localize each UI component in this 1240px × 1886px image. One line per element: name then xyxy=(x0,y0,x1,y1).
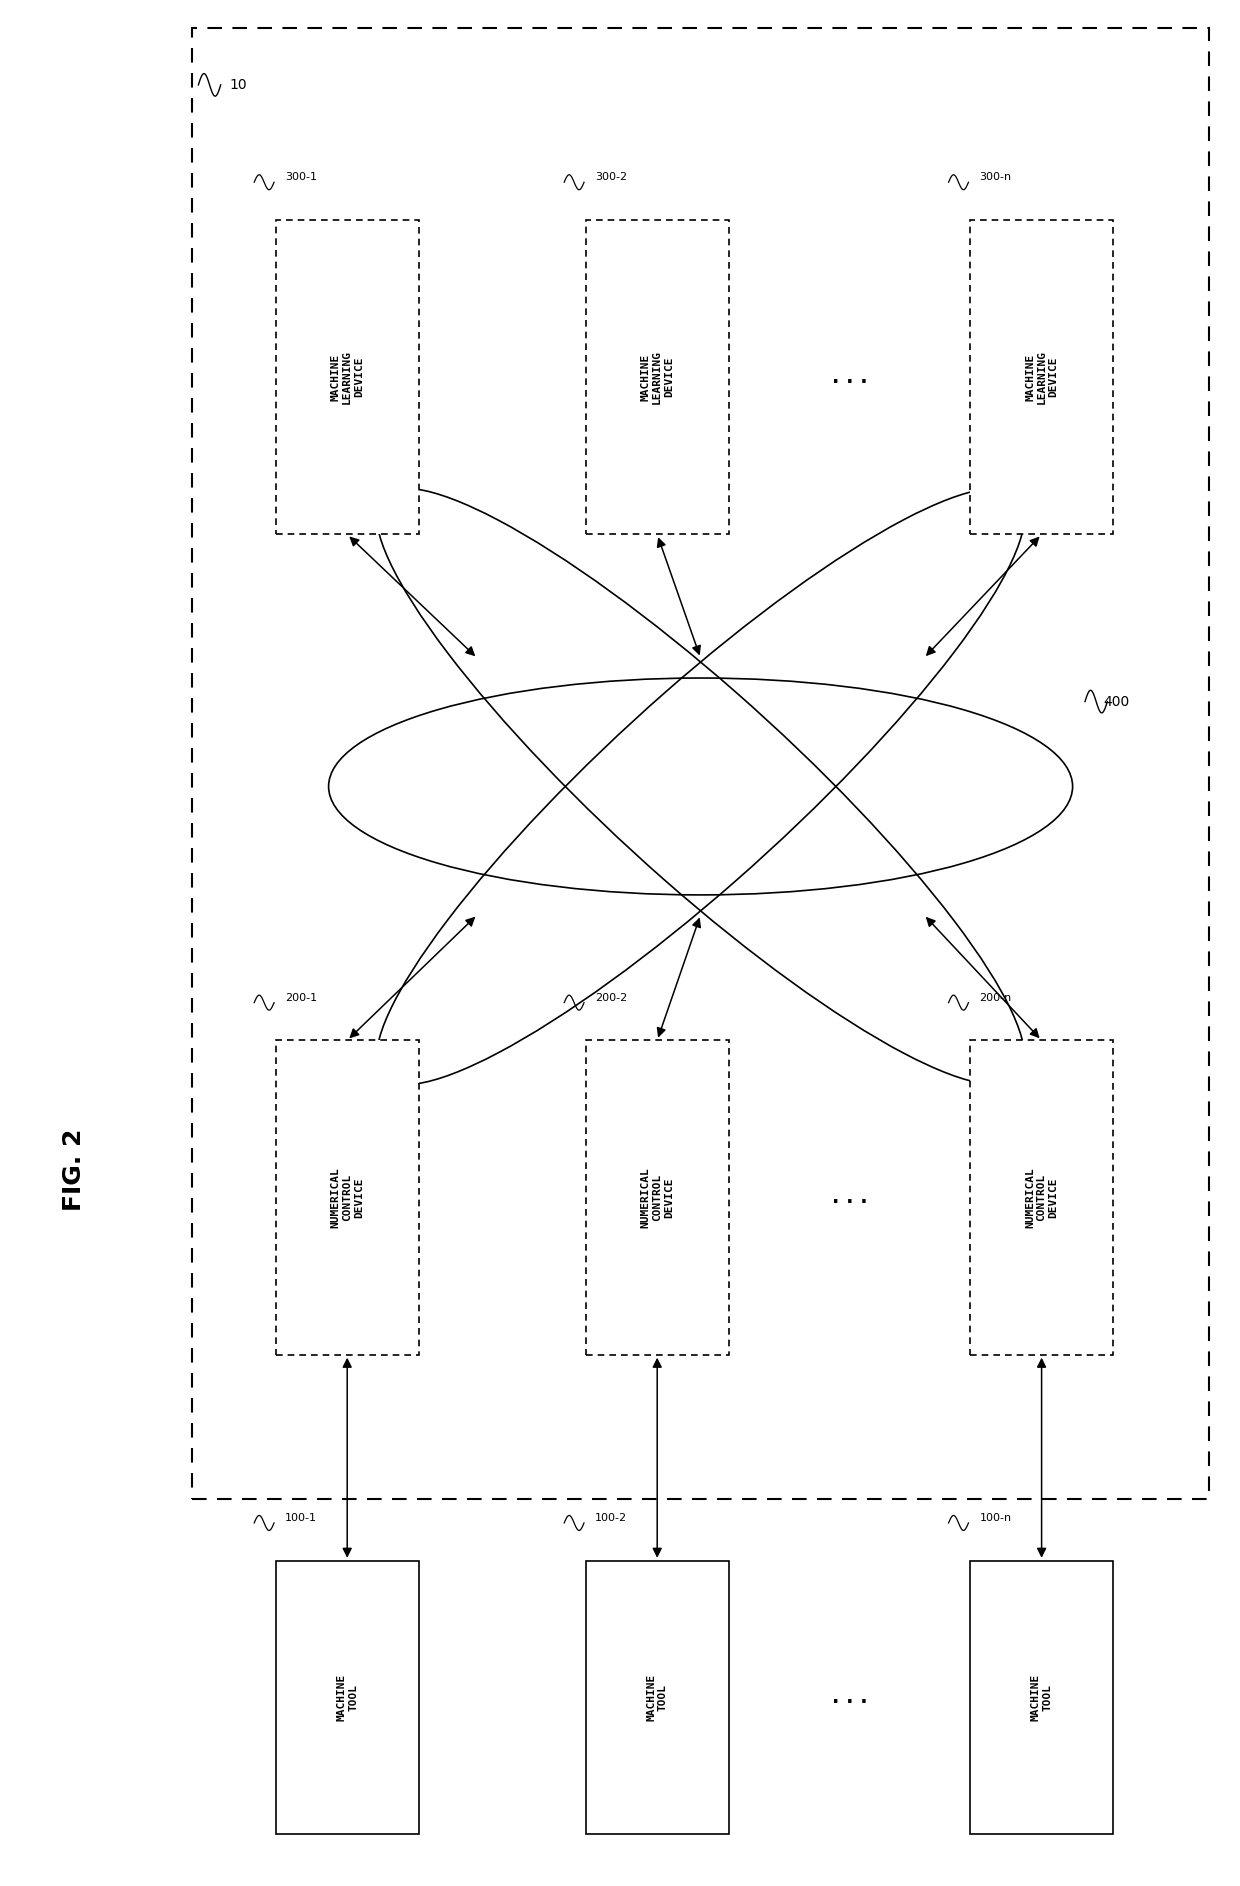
Bar xyxy=(192,28,1209,1499)
Bar xyxy=(970,1562,1112,1833)
Text: 100-2: 100-2 xyxy=(595,1513,627,1524)
Text: MACHINE
TOOL: MACHINE TOOL xyxy=(646,1673,668,1722)
Text: 200-n: 200-n xyxy=(980,992,1012,1003)
Text: NUMERICAL
CONTROL
DEVICE: NUMERICAL CONTROL DEVICE xyxy=(1025,1167,1058,1228)
Text: 300-2: 300-2 xyxy=(595,172,627,183)
Text: . . .: . . . xyxy=(832,1688,867,1707)
Bar xyxy=(970,221,1112,534)
Bar xyxy=(587,221,729,534)
Text: MACHINE
LEARNING
DEVICE: MACHINE LEARNING DEVICE xyxy=(641,351,673,404)
Bar xyxy=(277,1041,419,1354)
Bar xyxy=(587,1041,729,1354)
Text: . . .: . . . xyxy=(832,1188,867,1207)
Text: 100-1: 100-1 xyxy=(285,1513,317,1524)
Bar xyxy=(277,221,419,534)
Bar xyxy=(277,1562,419,1833)
Text: 300-1: 300-1 xyxy=(285,172,317,183)
Text: MACHINE
LEARNING
DEVICE: MACHINE LEARNING DEVICE xyxy=(331,351,363,404)
Text: MACHINE
LEARNING
DEVICE: MACHINE LEARNING DEVICE xyxy=(1025,351,1058,404)
Text: . . .: . . . xyxy=(832,368,867,387)
Text: NUMERICAL
CONTROL
DEVICE: NUMERICAL CONTROL DEVICE xyxy=(641,1167,673,1228)
Text: MACHINE
TOOL: MACHINE TOOL xyxy=(336,1673,358,1722)
Text: 300-n: 300-n xyxy=(980,172,1012,183)
Text: FIG. 2: FIG. 2 xyxy=(62,1128,87,1211)
Bar xyxy=(970,1041,1112,1354)
Bar xyxy=(587,1562,729,1833)
Text: NUMERICAL
CONTROL
DEVICE: NUMERICAL CONTROL DEVICE xyxy=(331,1167,363,1228)
Text: 100-n: 100-n xyxy=(980,1513,1012,1524)
Text: 200-2: 200-2 xyxy=(595,992,627,1003)
Text: 400: 400 xyxy=(1104,694,1130,709)
Text: 10: 10 xyxy=(229,77,247,92)
Ellipse shape xyxy=(329,679,1073,896)
Text: 200-1: 200-1 xyxy=(285,992,317,1003)
Text: MACHINE
TOOL: MACHINE TOOL xyxy=(1030,1673,1053,1722)
